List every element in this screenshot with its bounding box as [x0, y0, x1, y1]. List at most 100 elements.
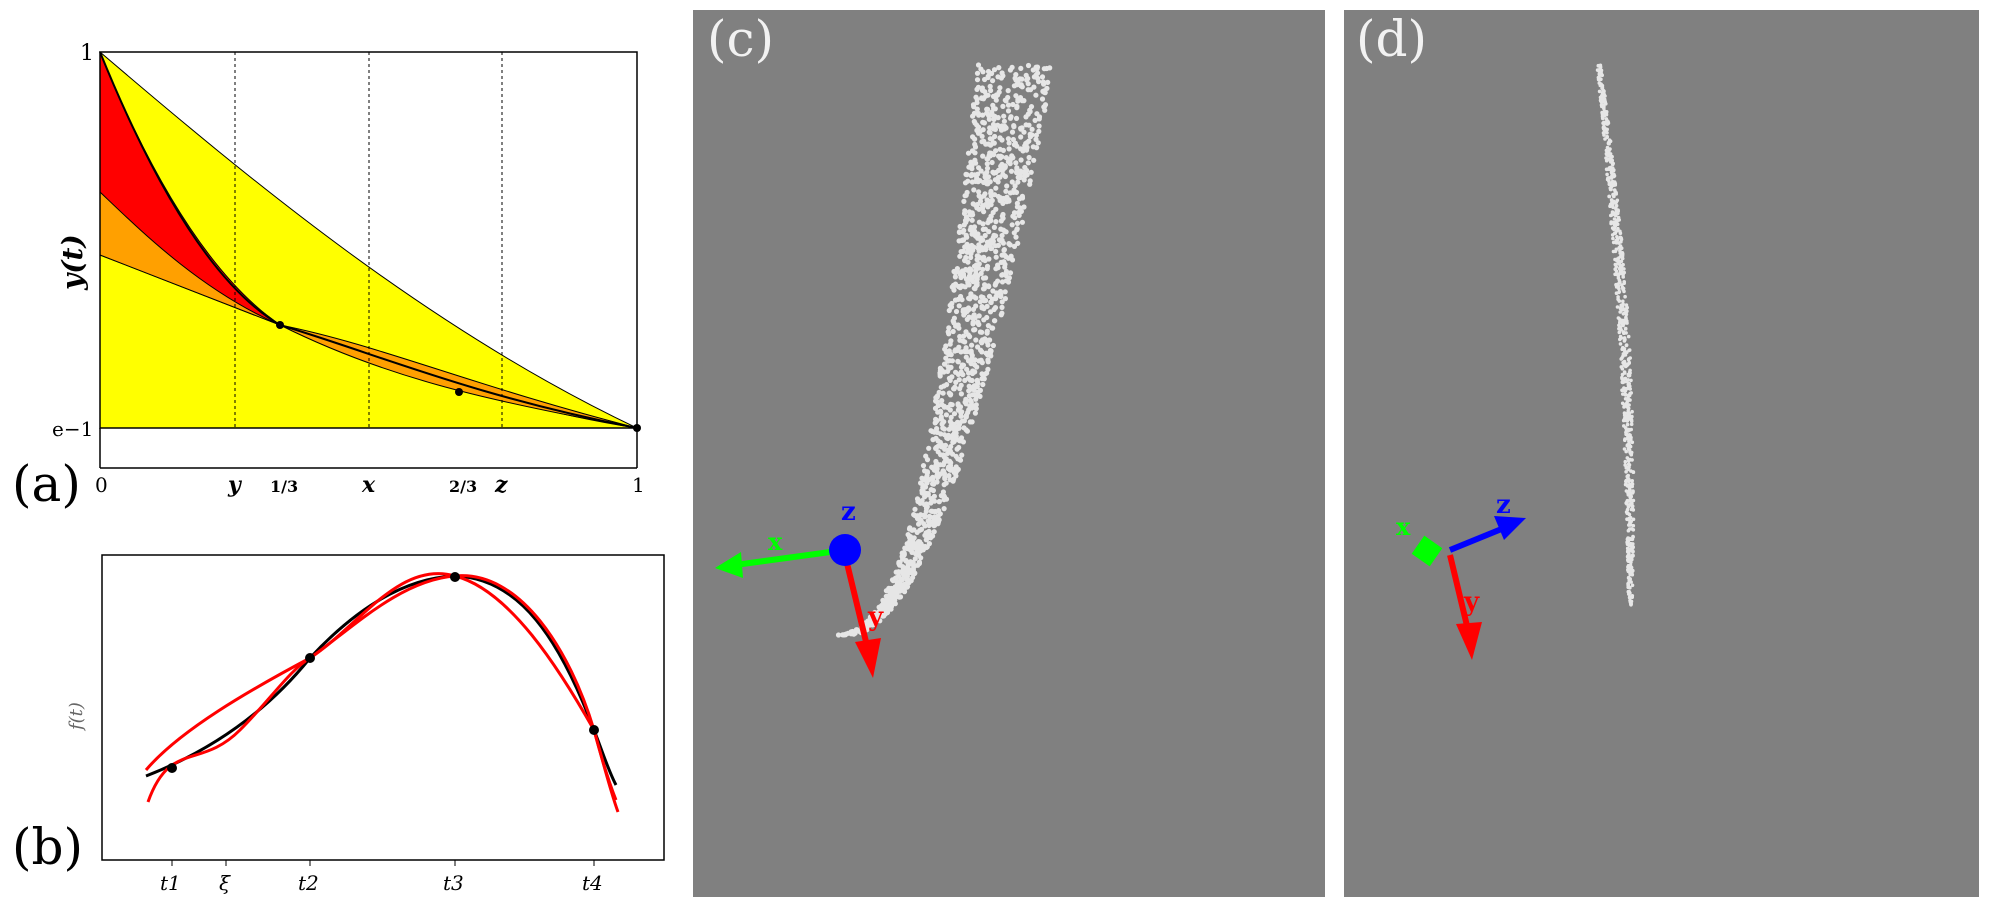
cloud-point: [1009, 179, 1015, 185]
cloud-point: [1624, 303, 1629, 307]
cloud-point: [997, 85, 1003, 91]
cloud-point: [1047, 65, 1053, 71]
cloud-point: [983, 247, 989, 253]
cloud-point: [1602, 97, 1607, 102]
cloud-point: [1599, 103, 1604, 107]
cloud-point: [995, 265, 1001, 271]
cloud-point: [965, 279, 971, 286]
cloud-point: [971, 244, 977, 250]
cloud-point: [974, 70, 981, 76]
cloud-point: [970, 278, 976, 284]
cloud-point: [981, 306, 987, 312]
cloud-point: [997, 174, 1003, 180]
cloud-point: [934, 399, 940, 405]
cloud-point: [959, 283, 966, 289]
cloud-point: [1610, 233, 1615, 237]
cloud-point: [1611, 236, 1615, 241]
cloud-point: [1627, 411, 1632, 416]
y-label-d: y: [1463, 587, 1480, 617]
cloud-point: [954, 419, 961, 425]
cloud-point: [953, 379, 959, 385]
cloud-point: [995, 278, 1001, 284]
cloud-point: [989, 109, 995, 115]
cloud-point: [1027, 107, 1033, 113]
cloud-point: [1036, 116, 1042, 122]
x-tick-t4: t4: [582, 871, 603, 895]
cloud-point: [999, 299, 1005, 305]
cloud-point: [962, 339, 968, 345]
cloud-point: [1619, 264, 1624, 269]
cloud-point: [866, 621, 872, 627]
cloud-point: [979, 133, 985, 139]
cloud-point: [965, 150, 972, 156]
cloud-point: [984, 197, 990, 203]
cloud-point: [911, 571, 917, 577]
cloud-point: [1624, 449, 1628, 454]
cloud-point: [1626, 536, 1630, 540]
cloud-point: [934, 426, 940, 432]
cloud-point: [974, 77, 981, 83]
cloud-point: [968, 291, 974, 297]
cloud-point: [1621, 330, 1626, 334]
cloud-point: [1627, 348, 1631, 353]
cloud-point: [1596, 76, 1601, 80]
cloud-point: [1621, 275, 1625, 279]
cloud-point: [1625, 483, 1630, 488]
cloud-point: [974, 122, 980, 128]
cloud-point: [979, 95, 985, 101]
cloud-point: [941, 506, 947, 512]
cloud-point: [982, 232, 988, 239]
panel-b: f(t) t1 ξ t2 t3 t4 (b): [0, 530, 680, 897]
cloud-point: [1626, 447, 1631, 451]
cloud-point: [974, 364, 980, 370]
cloud-point: [1624, 470, 1628, 474]
cloud-point: [1036, 128, 1042, 134]
cloud-point: [1615, 305, 1620, 309]
cloud-point: [970, 201, 976, 207]
cloud-point: [1617, 290, 1622, 294]
cloud-point: [999, 70, 1005, 76]
cloud-point: [932, 405, 939, 411]
cloud-point: [973, 268, 979, 274]
cloud-point: [1020, 148, 1026, 154]
cloud-point: [971, 187, 977, 193]
cloud-point: [991, 318, 998, 324]
cloud-point: [957, 438, 964, 444]
cloud-point: [932, 516, 938, 522]
cloud-point: [985, 342, 991, 348]
cloud-point: [986, 116, 992, 122]
cloud-point: [941, 361, 948, 367]
cloud-point: [1000, 103, 1006, 109]
cloud-point: [917, 548, 923, 554]
cloud-point: [970, 319, 976, 325]
cloud-point: [975, 344, 981, 350]
cloud-point: [961, 333, 967, 339]
cloud-point: [883, 601, 890, 607]
cloud-point: [909, 527, 915, 533]
cloud-point: [933, 395, 939, 401]
cloud-point: [1617, 246, 1622, 250]
cloud-point: [919, 498, 925, 504]
cloud-point: [1031, 157, 1037, 163]
cloud-point: [1631, 470, 1636, 475]
panel-a-plot: 1 e−1 y(t) 0 y 1/3 x 2/3 z 1: [52, 41, 645, 498]
cloud-point: [1631, 517, 1636, 522]
cloud-point: [1042, 107, 1048, 113]
cloud-point: [949, 358, 955, 364]
cloud-point: [1626, 505, 1631, 509]
cloud-point: [913, 545, 919, 552]
cloud-point: [972, 141, 978, 147]
x-tick-xi: ξ: [219, 871, 231, 895]
cloud-point: [972, 150, 978, 156]
cloud-point: [980, 381, 986, 388]
y-label-c: y: [867, 602, 884, 632]
cloud-point: [982, 191, 988, 197]
cloud-point: [999, 279, 1006, 285]
cloud-point: [905, 541, 911, 547]
cloud-point: [893, 594, 899, 600]
cloud-point: [941, 404, 947, 410]
cloud-point: [995, 115, 1001, 121]
cloud-point: [998, 163, 1004, 169]
cloud-point: [984, 165, 991, 171]
cloud-point: [916, 559, 922, 565]
